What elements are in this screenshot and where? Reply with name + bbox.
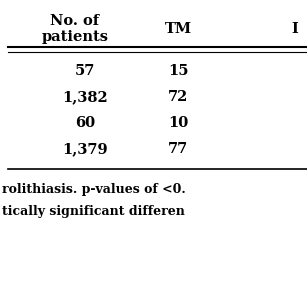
Text: tically significant differen: tically significant differen <box>2 205 185 219</box>
Text: 72: 72 <box>168 90 188 104</box>
Text: 77: 77 <box>168 142 188 156</box>
Text: 15: 15 <box>168 64 188 78</box>
Text: I: I <box>292 22 298 36</box>
Text: 10: 10 <box>168 116 188 130</box>
Text: 1,379: 1,379 <box>62 142 108 156</box>
Text: 60: 60 <box>75 116 95 130</box>
Text: patients: patients <box>41 30 108 44</box>
Text: 57: 57 <box>75 64 95 78</box>
Text: TM: TM <box>165 22 192 36</box>
Text: No. of: No. of <box>50 14 99 28</box>
Text: rolithiasis. p-values of <0.: rolithiasis. p-values of <0. <box>2 182 186 196</box>
Text: 1,382: 1,382 <box>62 90 108 104</box>
